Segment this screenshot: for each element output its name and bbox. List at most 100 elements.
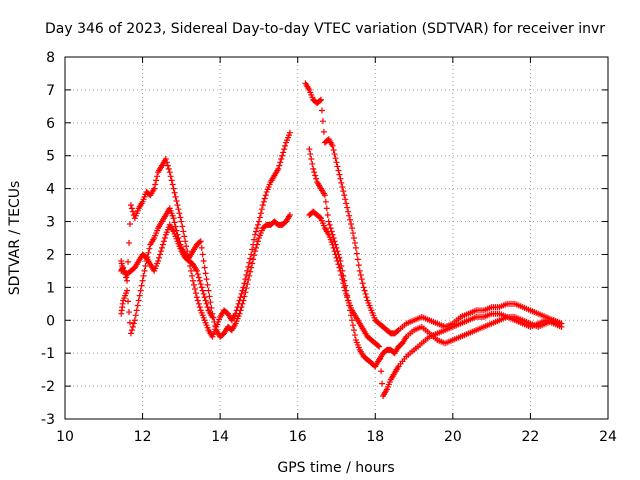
data-point xyxy=(203,276,210,283)
data-point xyxy=(352,244,359,251)
data-point xyxy=(125,258,132,265)
data-point xyxy=(127,202,134,209)
data-point xyxy=(192,290,199,297)
data-point xyxy=(170,185,177,192)
data-point xyxy=(343,290,350,297)
data-point xyxy=(347,216,354,223)
data-point xyxy=(348,221,355,228)
data-point xyxy=(308,156,315,163)
data-point xyxy=(252,248,259,255)
data-point xyxy=(197,238,204,245)
data-point xyxy=(161,235,168,241)
data-point xyxy=(286,211,293,218)
data-point xyxy=(151,185,158,192)
y-tick-label: 1 xyxy=(46,280,55,296)
data-point xyxy=(199,251,206,258)
data-point xyxy=(180,228,187,235)
y-tick-label: 6 xyxy=(46,116,55,132)
data-point xyxy=(128,205,135,212)
data-point xyxy=(558,323,565,330)
data-point xyxy=(319,118,326,125)
data-point xyxy=(195,300,202,307)
y-tick-label: -1 xyxy=(41,346,55,362)
y-ticks: -3 -2 -1 0 1 2 3 4 5 6 7 8 xyxy=(41,50,608,428)
data-point xyxy=(193,267,200,274)
data-point xyxy=(243,285,250,292)
data-point xyxy=(139,277,146,284)
data-point xyxy=(342,287,349,294)
data-point xyxy=(132,312,139,319)
data-point xyxy=(358,276,365,283)
data-point xyxy=(164,162,171,169)
data-point xyxy=(349,230,356,237)
data-point xyxy=(252,231,259,238)
data-point xyxy=(321,192,328,199)
data-point xyxy=(376,343,383,350)
data-point xyxy=(309,160,316,167)
data-point xyxy=(311,169,318,176)
data-point xyxy=(251,252,258,259)
x-tick-label: 22 xyxy=(522,429,540,445)
data-point xyxy=(174,202,181,209)
data-point xyxy=(154,173,161,180)
data-point xyxy=(126,221,133,228)
data-point xyxy=(125,298,132,305)
data-point xyxy=(197,281,204,288)
data-point xyxy=(306,146,313,153)
data-point xyxy=(259,202,266,209)
data-points xyxy=(118,80,565,399)
data-point xyxy=(253,225,260,232)
data-point xyxy=(246,272,253,279)
data-point xyxy=(339,183,346,190)
data-point xyxy=(251,236,258,243)
x-ticks: 10 12 14 16 18 20 22 24 xyxy=(56,57,617,445)
data-point xyxy=(153,177,160,184)
data-point xyxy=(346,212,353,219)
data-point xyxy=(188,267,195,274)
data-point xyxy=(333,159,340,166)
data-point xyxy=(201,294,208,301)
data-point xyxy=(359,280,366,287)
data-point xyxy=(198,284,205,291)
data-point xyxy=(203,300,210,307)
data-point xyxy=(357,272,364,279)
data-point xyxy=(262,192,269,199)
series-track-a xyxy=(118,129,293,340)
data-point xyxy=(244,267,251,274)
data-point xyxy=(162,156,169,163)
x-tick-label: 12 xyxy=(134,429,152,445)
data-point xyxy=(360,284,367,291)
data-point xyxy=(176,210,183,217)
data-point xyxy=(378,368,385,375)
data-point xyxy=(179,223,186,230)
data-point xyxy=(241,293,248,300)
x-tick-label: 16 xyxy=(289,429,307,445)
data-point xyxy=(286,129,293,136)
data-point xyxy=(307,151,314,158)
data-point xyxy=(332,155,339,162)
data-point xyxy=(238,304,245,311)
x-tick-label: 10 xyxy=(56,429,74,445)
data-point xyxy=(183,243,190,250)
data-point xyxy=(178,218,185,225)
data-point xyxy=(175,206,182,213)
data-point xyxy=(200,258,207,265)
data-point xyxy=(247,255,254,262)
data-point xyxy=(317,214,324,221)
data-point xyxy=(327,225,334,232)
data-point xyxy=(349,225,356,232)
data-point xyxy=(329,142,336,149)
data-point xyxy=(171,189,178,196)
data-point xyxy=(256,214,263,221)
data-point xyxy=(142,262,149,269)
data-point xyxy=(205,287,212,294)
data-point xyxy=(245,263,252,270)
data-point xyxy=(326,221,333,228)
y-tick-label: 8 xyxy=(46,50,55,66)
data-point xyxy=(277,159,284,166)
data-point xyxy=(331,151,338,158)
data-point xyxy=(181,233,188,240)
data-point xyxy=(331,248,338,255)
data-point xyxy=(198,244,205,251)
